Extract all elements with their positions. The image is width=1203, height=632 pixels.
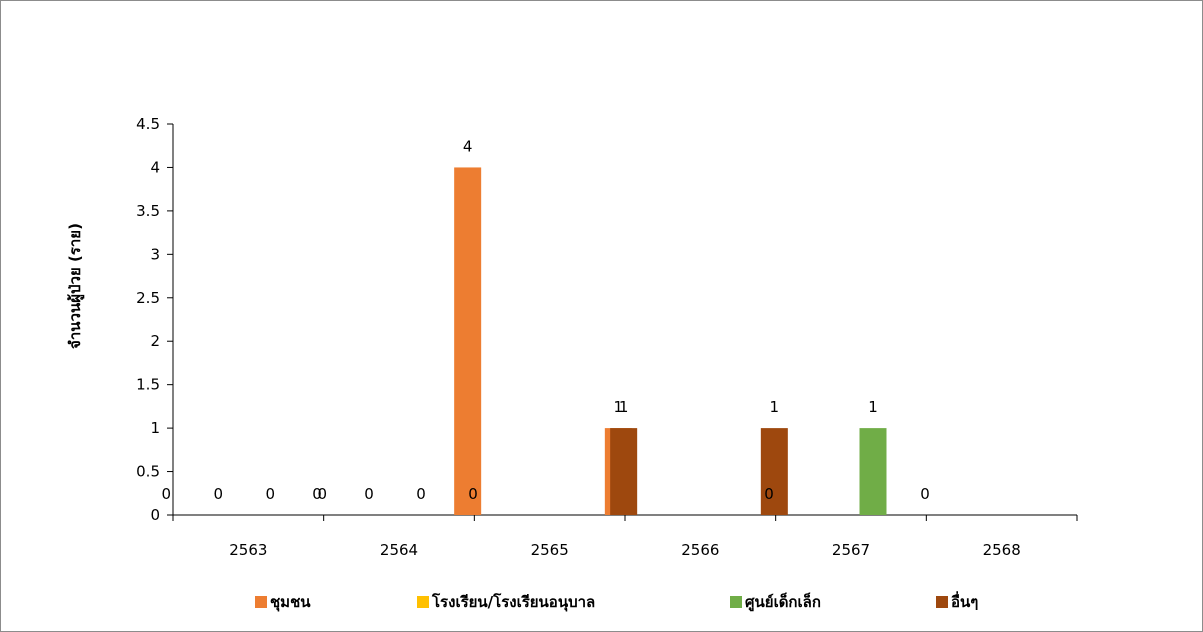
bar <box>454 167 482 515</box>
data-label: 1 <box>614 398 624 416</box>
legend-label: ศูนย์เด็กเล็ก <box>745 592 821 612</box>
y-tick-label: 0 <box>150 506 160 524</box>
legend-label: ชุมชน <box>270 593 311 612</box>
x-tick-label: 2565 <box>531 541 569 559</box>
legend-swatch <box>417 596 429 608</box>
legend-label: โรงเรียน/โรงเรียนอนุบาล <box>431 592 595 612</box>
y-tick-label: 3.5 <box>136 202 160 220</box>
legend-swatch <box>730 596 742 608</box>
data-label: 0 <box>312 485 322 503</box>
x-tick-label: 2563 <box>229 541 267 559</box>
y-tick-label: 0.5 <box>136 463 160 481</box>
data-label: 0 <box>920 485 930 503</box>
bar <box>610 428 638 515</box>
legend-label: อื่นๆ <box>951 591 978 611</box>
data-label: 0 <box>764 485 774 503</box>
legend-swatch <box>936 596 948 608</box>
x-tick-label: 2568 <box>983 541 1021 559</box>
y-tick-label: 2.5 <box>136 289 160 307</box>
bar <box>859 428 887 515</box>
x-tick-label: 2567 <box>832 541 870 559</box>
y-tick-label: 3 <box>150 245 160 263</box>
data-label: 0 <box>318 485 328 503</box>
y-tick-label: 1.5 <box>136 376 160 394</box>
y-tick-label: 4.5 <box>136 115 160 133</box>
data-label: 0 <box>162 485 172 503</box>
data-label: 0 <box>364 485 374 503</box>
x-tick-label: 2564 <box>380 541 418 559</box>
data-label: 1 <box>770 398 780 416</box>
legend-swatch <box>255 596 267 608</box>
data-label: 4 <box>463 137 473 155</box>
y-tick-label: 1 <box>150 419 160 437</box>
bar <box>760 428 788 515</box>
data-label: 0 <box>214 485 224 503</box>
data-label: 1 <box>619 398 629 416</box>
y-tick-label: 4 <box>150 158 160 176</box>
y-tick-label: 2 <box>150 332 160 350</box>
data-label: 0 <box>266 485 276 503</box>
data-label: 0 <box>468 485 478 503</box>
x-tick-label: 2566 <box>681 541 719 559</box>
y-axis-title: จำนวนผู้ป่วย (ราย) <box>66 223 85 349</box>
data-label: 0 <box>416 485 426 503</box>
data-label: 1 <box>868 398 878 416</box>
